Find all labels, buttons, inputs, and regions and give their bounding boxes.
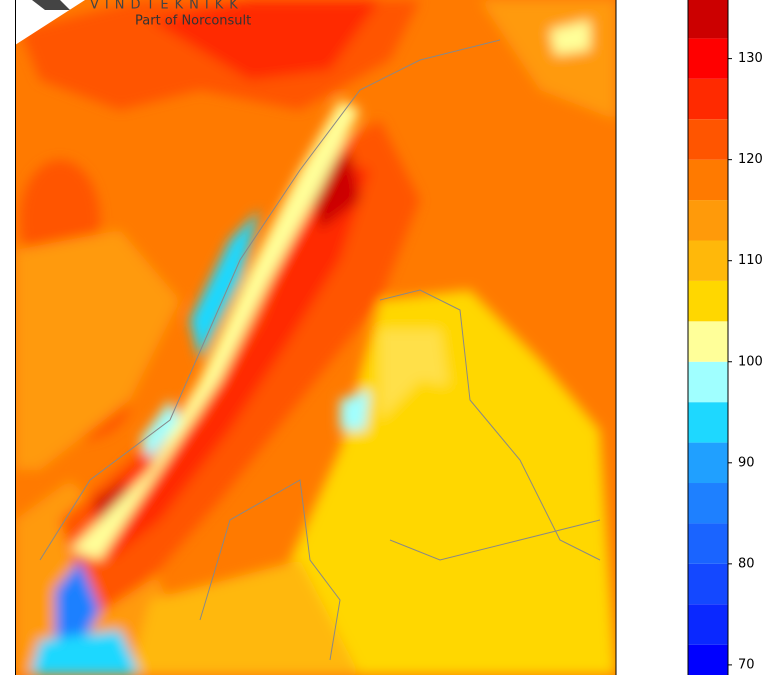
- colorbar-band: [688, 523, 728, 564]
- colorbar-band: [688, 321, 728, 362]
- colorbar-tick-label: 100: [738, 354, 763, 369]
- colorbar-tick-label: 80: [738, 556, 755, 571]
- colorbar-tick-label: 130: [738, 51, 763, 66]
- colorbar-band: [688, 604, 728, 645]
- colorbar-band: [688, 159, 728, 201]
- colorbar-tick-label: 70: [738, 657, 755, 672]
- colorbar-band: [688, 78, 728, 120]
- colorbar-band: [688, 402, 728, 443]
- logo-tagline: Part of Norconsult: [135, 14, 251, 29]
- colorbar-tick-label: 90: [738, 455, 755, 470]
- colorbar-band: [688, 200, 728, 241]
- colorbar-band: [688, 442, 728, 484]
- colorbar-band: [688, 483, 728, 524]
- colorbar-band: [688, 38, 728, 79]
- colorbar-band: [688, 240, 728, 281]
- logo-name: VINDTEKNIKK: [90, 0, 244, 13]
- colorbar-band: [688, 644, 728, 675]
- colorbar-frame: [687, 0, 729, 675]
- colorbar-band: [688, 563, 728, 605]
- colorbar-band: [688, 119, 728, 160]
- map-frame: [15, 0, 617, 675]
- colorbar-band: [688, 361, 728, 403]
- colorbar-band: [688, 280, 728, 322]
- colorbar-tick-label: 120: [738, 152, 763, 167]
- wind-map: [15, 0, 616, 675]
- colorbar-tick-label: 110: [738, 253, 763, 268]
- colorbar: 70 80 90 100 110 120 130: [687, 0, 763, 675]
- colorbar-band: [688, 0, 728, 39]
